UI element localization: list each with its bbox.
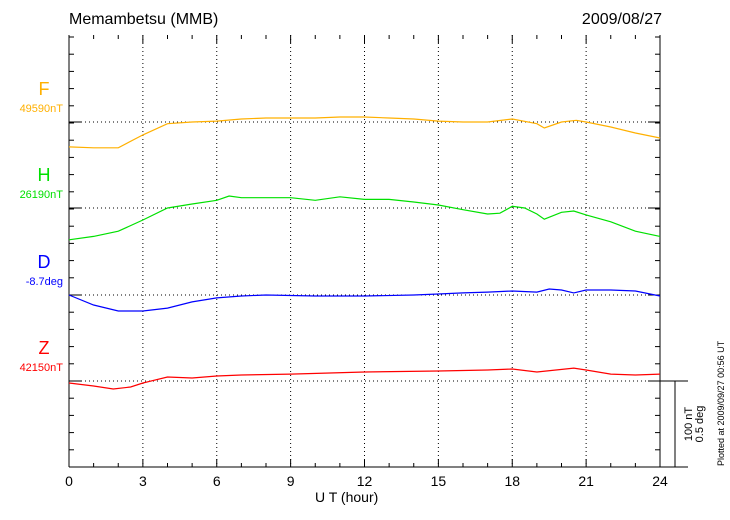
series-name-Z: Z bbox=[39, 338, 50, 358]
series-baseline-label: 49590nT bbox=[20, 103, 64, 115]
x-tick-label: 0 bbox=[65, 473, 73, 489]
x-tick-label: 6 bbox=[213, 473, 221, 489]
series-baseline-label: 42150nT bbox=[20, 362, 64, 374]
series-line-D bbox=[68, 288, 661, 312]
series-baseline-label: -8.7deg bbox=[26, 276, 63, 288]
series-baseline-label: 26190nT bbox=[20, 189, 64, 201]
series-line-Z bbox=[68, 367, 661, 390]
x-axis-label: U T (hour) bbox=[315, 489, 379, 505]
chart-title: Memambetsu (MMB) bbox=[69, 11, 219, 28]
series-line-F bbox=[68, 116, 661, 149]
x-tick-label: 12 bbox=[357, 473, 373, 489]
series-name-F: F bbox=[39, 79, 50, 99]
x-tick-label: 24 bbox=[652, 473, 668, 489]
chart-date: 2009/08/27 bbox=[581, 11, 662, 28]
plotted-note: Plotted at 2009/09/27 00:56 UT bbox=[716, 340, 726, 466]
x-tick-label: 9 bbox=[287, 473, 295, 489]
x-tick-label: 18 bbox=[504, 473, 520, 489]
scale-bar-label: 100 nT bbox=[683, 407, 695, 442]
x-tick-label: 3 bbox=[139, 473, 147, 489]
x-tick-label: 15 bbox=[431, 473, 447, 489]
series-line-H bbox=[68, 195, 661, 241]
x-tick-label: 21 bbox=[578, 473, 594, 489]
scale-bar-label: 0.5 deg bbox=[694, 406, 706, 443]
series-name-D: D bbox=[38, 252, 51, 272]
series-name-H: H bbox=[38, 165, 51, 185]
